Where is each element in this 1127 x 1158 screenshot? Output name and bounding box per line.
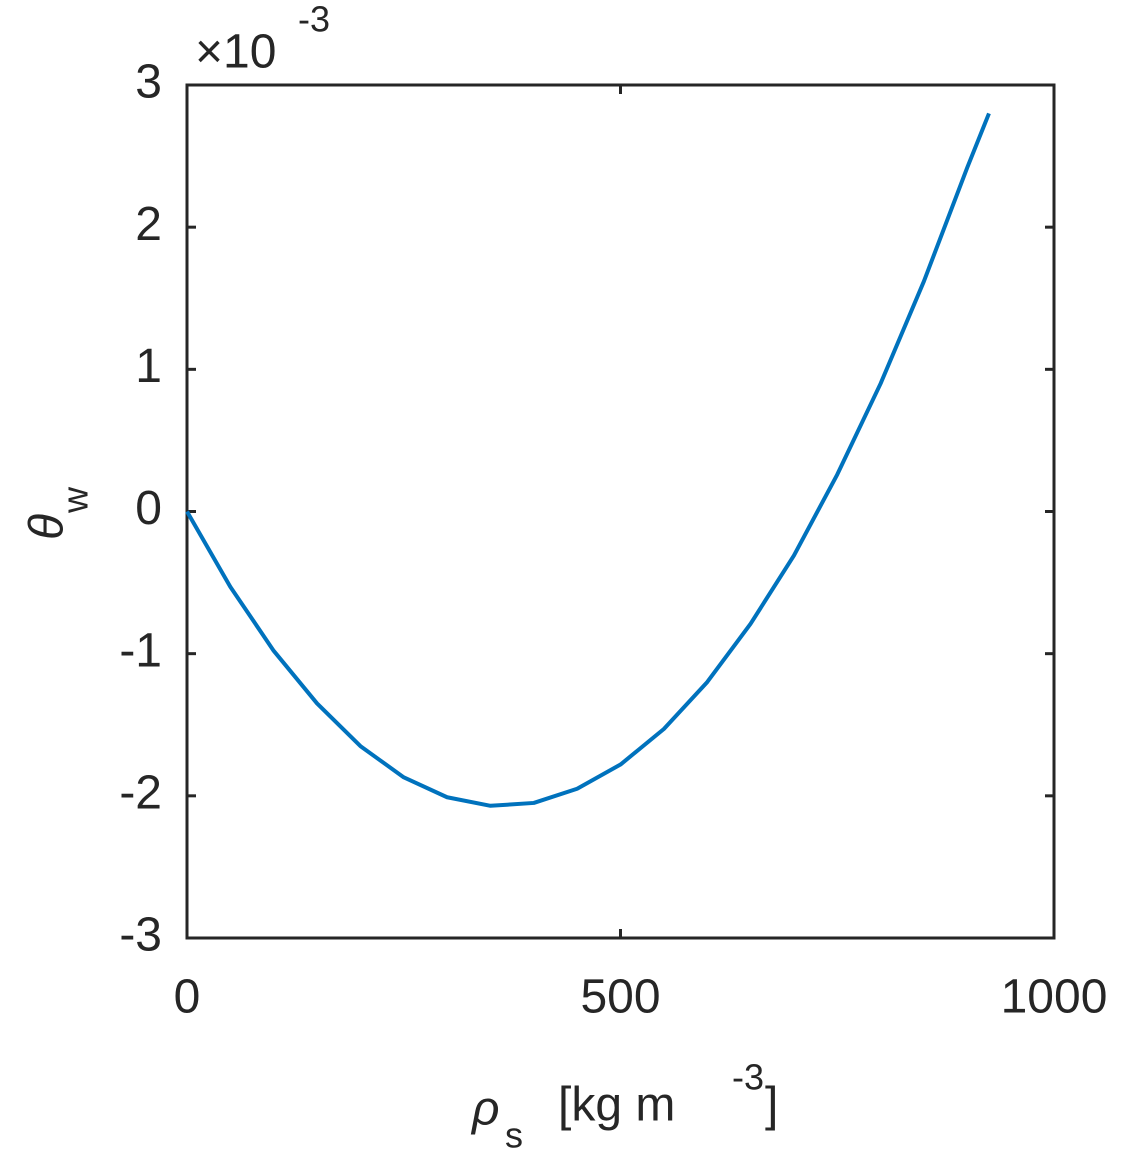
x-label-exponent: -3 <box>732 1057 764 1098</box>
y-tick-label: 3 <box>135 56 162 109</box>
x-label-symbol: ρ <box>470 1083 500 1136</box>
y-label: θ w <box>21 486 96 540</box>
data-line <box>185 112 991 808</box>
y-tick-label: -1 <box>119 624 162 677</box>
x-tick-label: 500 <box>580 971 660 1024</box>
x-label-unit: [kg m <box>558 1079 675 1132</box>
plot-box <box>185 83 1056 940</box>
y-label-symbol: θ <box>21 514 74 540</box>
y-multiplier-exponent: -3 <box>298 0 330 40</box>
x-label: ρ s [kg m -3 ] <box>470 1057 778 1156</box>
y-tick-label: -3 <box>119 909 162 962</box>
x-label-subscript: s <box>505 1115 523 1156</box>
x-label-close: ] <box>765 1079 778 1132</box>
x-tick-label: 1000 <box>1001 971 1108 1024</box>
y-tick-label: 0 <box>135 482 162 535</box>
y-label-subscript: w <box>55 486 96 514</box>
y-multiplier: ×10 <box>195 26 276 79</box>
y-tick-label: 1 <box>135 340 162 393</box>
y-tick-label: 2 <box>135 198 162 251</box>
y-tick-label: -2 <box>119 767 162 820</box>
x-tick-label: 0 <box>174 971 201 1024</box>
